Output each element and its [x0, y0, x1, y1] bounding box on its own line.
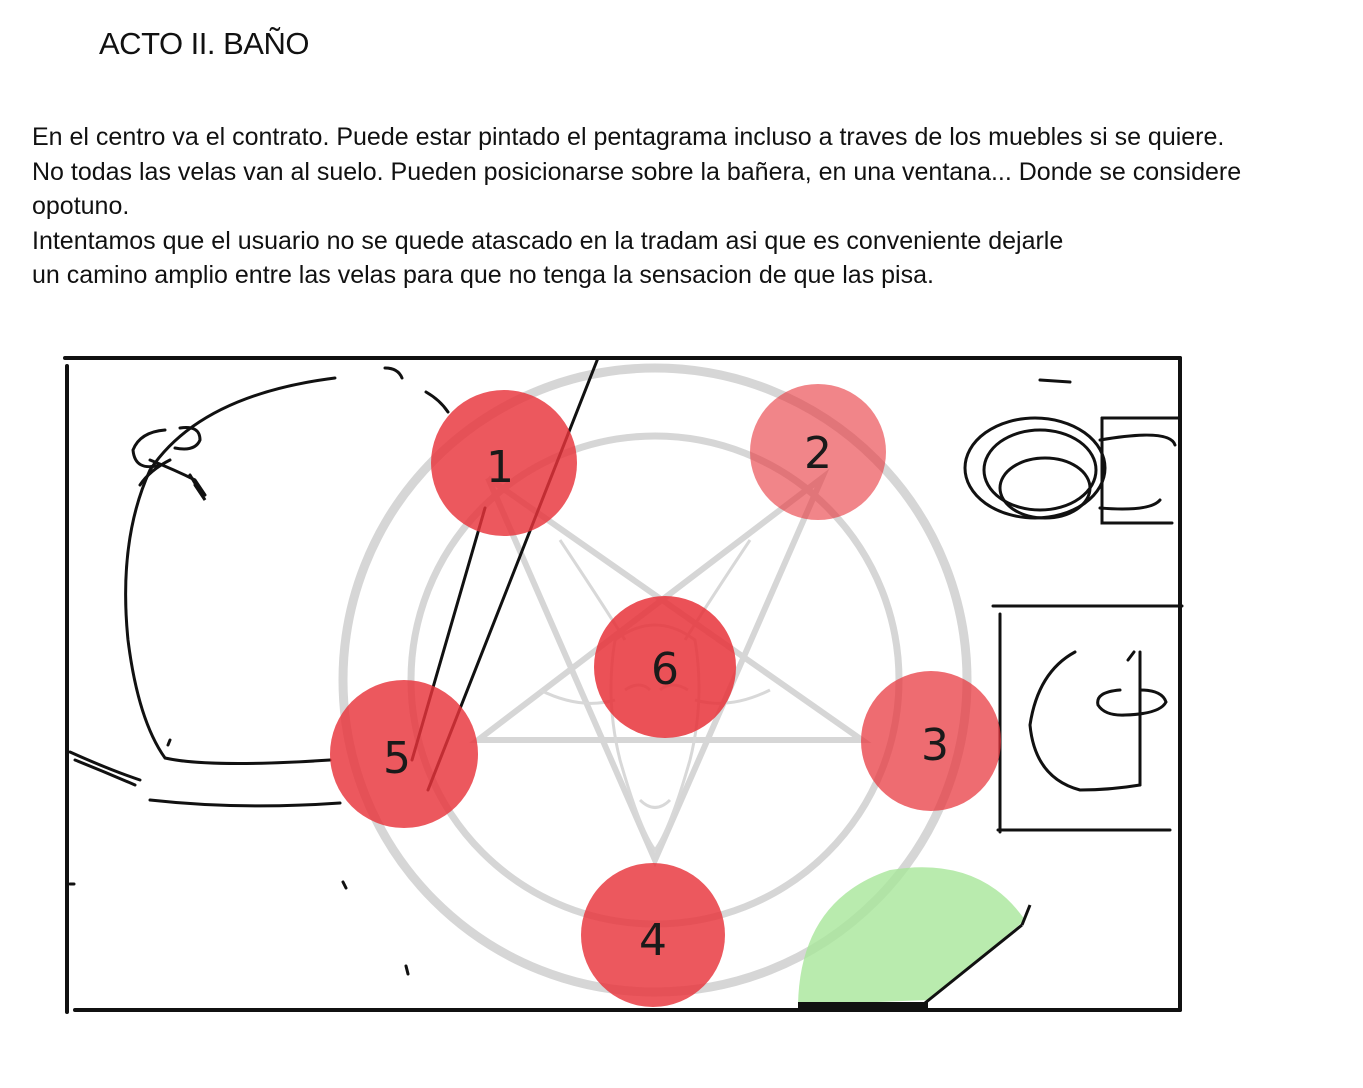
- sink: [991, 604, 1184, 834]
- candle-label: 1: [486, 442, 514, 493]
- candle-label: 2: [804, 428, 832, 479]
- candle-2: 2: [750, 384, 886, 520]
- candle-5: 5: [330, 680, 478, 828]
- description-line: No todas las velas van al suelo. Pueden …: [32, 157, 1242, 186]
- candle-label: 4: [639, 915, 667, 966]
- candle-3: 3: [861, 671, 1001, 811]
- description-line: En el centro va el contrato. Puede estar…: [32, 123, 1225, 151]
- candle-label: 5: [383, 733, 411, 784]
- page-title: ACTO II. BAÑO: [99, 26, 309, 61]
- bathtub: [68, 366, 450, 808]
- description-line: un camino amplio entre las velas para qu…: [32, 261, 934, 289]
- candle-label: 3: [921, 720, 949, 771]
- room-walls: [63, 356, 1182, 1014]
- candle-4: 4: [581, 863, 725, 1007]
- description-text: En el centro va el contrato. Puede estar…: [32, 120, 1352, 293]
- candle-6: 6: [594, 596, 736, 738]
- description-line: Intentamos que el usuario no se quede at…: [32, 226, 1064, 255]
- candle-1: 1: [431, 390, 577, 536]
- description-line: opotuno.: [32, 192, 130, 220]
- candles: 1 2 3 4 5 6: [330, 384, 1001, 1007]
- candle-label: 6: [651, 644, 679, 695]
- faucet-icon: [131, 426, 207, 501]
- door-swing: [798, 867, 1032, 1010]
- toilet: [963, 378, 1182, 525]
